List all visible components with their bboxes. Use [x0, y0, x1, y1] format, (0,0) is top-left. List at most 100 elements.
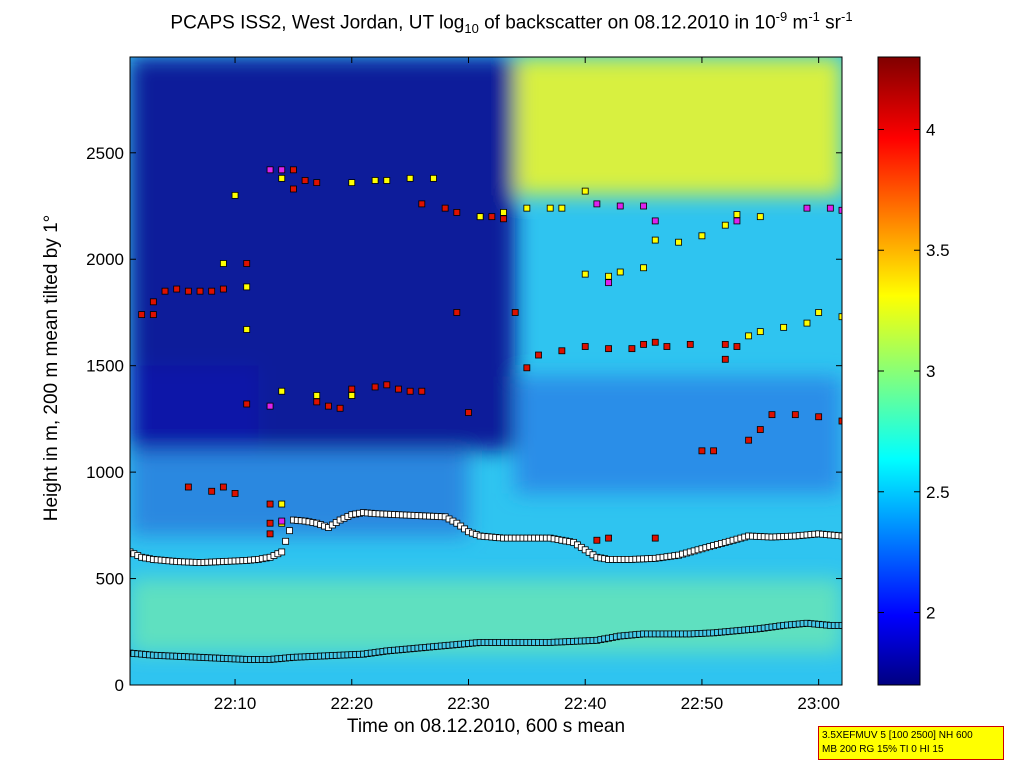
marker-red: [301, 177, 309, 184]
series-magenta: [266, 166, 842, 525]
marker-red: [406, 387, 414, 395]
y-axis-label: Height in m, 200 m mean tilted by 1°: [41, 214, 62, 522]
colorbar-tick-label: 2.5: [926, 483, 950, 502]
marker-yellow: [243, 326, 251, 333]
x-axis-label: Time on 08.12.2010, 600 s mean: [346, 716, 626, 737]
title-sup1: -9: [775, 9, 788, 24]
marker-red: [640, 340, 647, 348]
marker-magenta: [733, 217, 741, 225]
marker-red: [721, 340, 729, 348]
marker-red: [651, 338, 659, 346]
marker-red: [710, 447, 718, 455]
marker-red: [290, 185, 297, 193]
marker-red: [558, 347, 566, 355]
marker-red: [628, 345, 636, 353]
marker-red: [453, 209, 461, 216]
marker-red: [465, 409, 472, 416]
marker-magenta: [803, 204, 811, 212]
marker-red: [243, 260, 251, 267]
marker-red: [325, 402, 332, 410]
marker-red: [395, 385, 402, 393]
title-prefix: PCAPS ISS2, West Jordan, UT log: [170, 12, 465, 34]
x-tick-label: 23:00: [797, 694, 840, 713]
title-sup3: -1: [841, 9, 853, 24]
marker-yellow: [558, 204, 566, 212]
marker-yellow: [803, 319, 811, 327]
marker-white: [286, 527, 293, 535]
marker-magenta: [605, 279, 612, 287]
y-tick-label: 2500: [86, 144, 124, 163]
marker-yellow: [278, 387, 286, 395]
marker-yellow: [348, 179, 356, 187]
marker-red: [721, 355, 729, 363]
marker-yellow: [815, 309, 823, 316]
marker-red: [593, 536, 601, 544]
marker-yellow: [219, 260, 227, 267]
marker-red: [383, 381, 391, 389]
marker-red: [441, 204, 449, 212]
marker-yellow: [640, 264, 647, 272]
y-tick-label: 2000: [86, 250, 124, 269]
marker-red: [815, 413, 823, 421]
marker-red: [266, 500, 274, 508]
marker-yellow: [721, 221, 729, 229]
marker-red: [605, 534, 612, 542]
marker-red: [756, 426, 764, 433]
marker-yellow: [756, 328, 764, 336]
marker-red: [663, 343, 671, 350]
colorbar-tick-label: 2: [926, 604, 935, 623]
chart-title: PCAPS ISS2, West Jordan, UT log10 of bac…: [0, 9, 1023, 36]
marker-yellow: [430, 174, 437, 182]
title-sub: 10: [464, 21, 479, 37]
title-unit2: sr: [819, 12, 841, 34]
marker-yellow: [371, 177, 379, 184]
series-cyan: [130, 619, 842, 663]
marker-yellow: [313, 392, 321, 399]
marker-red: [149, 311, 157, 318]
colorbar-tick-label: 3.5: [926, 241, 950, 260]
colorbar-axis: 2 2.5 3 3.5 4: [878, 120, 950, 623]
marker-red: [336, 404, 344, 412]
marker-red: [173, 285, 181, 293]
heat-blobs: [130, 57, 842, 654]
marker-red: [581, 343, 589, 350]
marker-yellow: [348, 392, 356, 399]
marker-yellow: [243, 283, 251, 291]
x-axis: 22:10 22:20 22:30 22:40 22:50 23:00: [214, 57, 840, 713]
marker-red: [196, 287, 204, 295]
marker-yellow: [476, 213, 484, 221]
marker-white: [278, 548, 286, 556]
marker-red: [535, 351, 542, 359]
marker-cyan: [838, 621, 842, 629]
marker-yellow: [231, 191, 239, 199]
marker-yellow: [581, 270, 589, 278]
marker-yellow: [838, 313, 842, 321]
marker-red: [266, 519, 274, 527]
marker-red: [138, 311, 146, 318]
title-sup2: -1: [808, 9, 820, 24]
plot-frame: [129, 56, 843, 686]
marker-yellow: [745, 332, 753, 340]
y-tick-label: 0: [115, 676, 124, 695]
marker-magenta: [838, 206, 842, 214]
marker-red: [418, 200, 426, 208]
marker-red: [605, 345, 612, 353]
marker-red: [511, 309, 519, 316]
marker-yellow: [698, 232, 706, 240]
marker-white: [282, 537, 290, 545]
marker-red: [208, 287, 216, 295]
marker-yellow: [780, 323, 788, 331]
marker-yellow: [500, 209, 507, 216]
marker-yellow: [523, 204, 531, 212]
marker-red: [313, 398, 321, 406]
marker-red: [219, 483, 227, 491]
marker-red: [219, 285, 227, 293]
backscatter-heatmap: [130, 57, 842, 685]
marker-red: [243, 400, 251, 408]
marker-magenta: [616, 202, 624, 210]
marker-red: [791, 411, 799, 419]
info-line-1: 3.5XEFMUV 5 [100 2500] NH 600: [822, 730, 973, 741]
marker-red: [418, 387, 426, 395]
title-unit1: m: [787, 12, 809, 34]
